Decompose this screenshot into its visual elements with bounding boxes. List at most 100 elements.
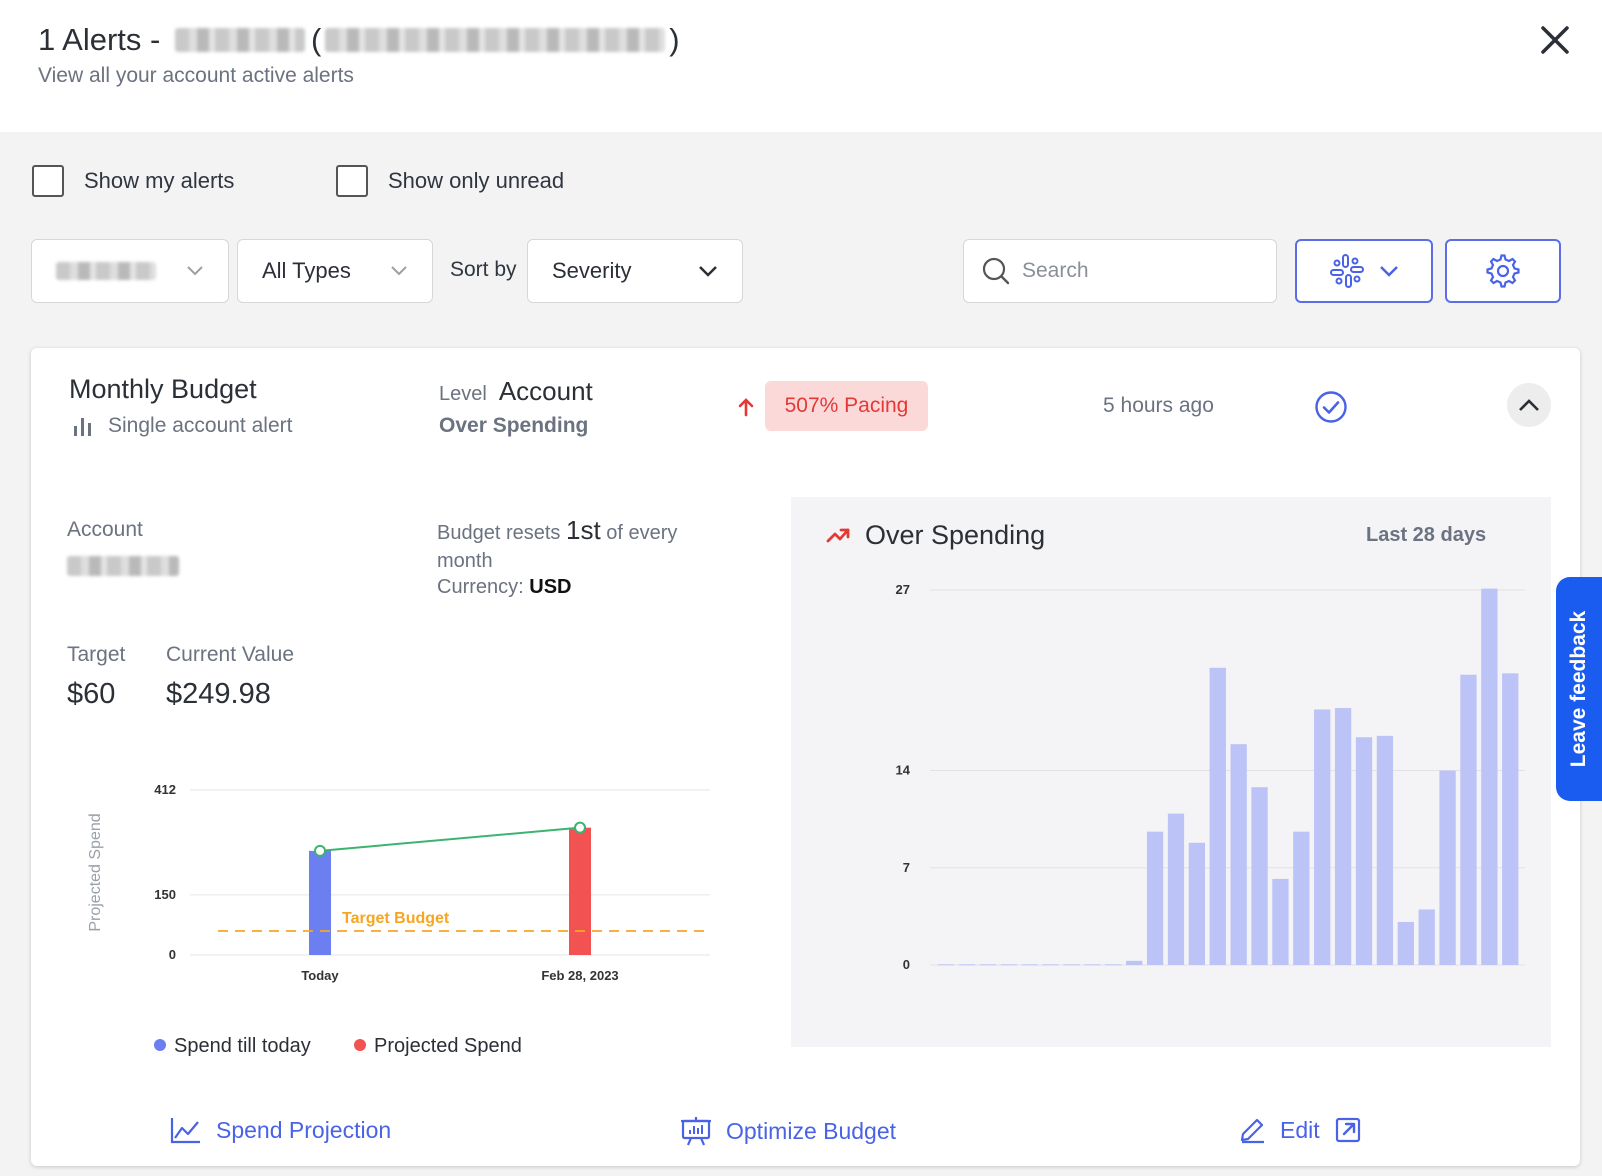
- bar: [1293, 831, 1310, 965]
- settings-button[interactable]: [1445, 239, 1561, 303]
- dialog-header: 1 Alerts - ( ) View all your account act…: [0, 0, 1602, 132]
- external-link-icon: [1335, 1117, 1360, 1143]
- y-tick-label: 412: [154, 782, 176, 797]
- over-spending-chart: 0 7 14 27: [896, 582, 1525, 972]
- close-icon: [1541, 26, 1569, 54]
- presentation-chart-icon: [681, 1117, 711, 1146]
- target-label: Target Budget: [342, 910, 450, 927]
- sort-select[interactable]: Severity: [527, 239, 743, 303]
- bar: [1084, 964, 1101, 966]
- sort-by-label: Sort by: [450, 258, 517, 281]
- bar: [1126, 960, 1143, 965]
- leave-feedback-label: Leave feedback: [1567, 610, 1590, 768]
- alert-scope: Single account alert: [72, 414, 292, 438]
- bar: [938, 964, 955, 966]
- bar: [1063, 964, 1080, 966]
- bar: [1105, 964, 1122, 966]
- mark-read-icon[interactable]: [1314, 390, 1348, 424]
- alert-time-ago: 5 hours ago: [1103, 394, 1214, 417]
- bar: [1167, 813, 1185, 965]
- y-tick-label: 7: [903, 860, 910, 875]
- redacted-account-name: [174, 28, 305, 52]
- optimize-budget-button[interactable]: Optimize Budget: [680, 1116, 896, 1146]
- budget-resets-day: 1st: [565, 515, 601, 545]
- currency: Currency: USD: [437, 576, 572, 599]
- legend-label: Projected Spend: [374, 1035, 522, 1057]
- title-paren-open: (: [310, 22, 322, 57]
- y-tick-label: 14: [896, 763, 911, 778]
- currency-label: Currency:: [437, 576, 524, 598]
- alert-name: Monthly Budget: [69, 374, 257, 404]
- legend-swatch: [354, 1039, 366, 1051]
- line-chart-icon: [170, 1118, 200, 1144]
- x-tick-label: Feb 28, 2023: [541, 968, 618, 983]
- bar: [1042, 964, 1059, 966]
- pencil-icon: [1240, 1118, 1264, 1144]
- projection-line: [319, 826, 581, 852]
- x-tick-label: Today: [301, 968, 339, 983]
- currency-value: USD: [529, 576, 572, 598]
- y-tick-label: 0: [903, 957, 910, 972]
- projection-chart: 0 150 412 Projected Spend Target Budget Today…: [87, 782, 710, 1057]
- search-box[interactable]: [963, 239, 1277, 303]
- chevron-down-icon: [1380, 265, 1398, 277]
- bar: [958, 964, 976, 966]
- sort-select-value: Severity: [552, 258, 632, 283]
- bar: [1460, 674, 1477, 965]
- bar: [1272, 878, 1289, 965]
- checkbox-box[interactable]: [336, 165, 368, 197]
- trending-up-icon: [826, 528, 850, 543]
- projection-point: [314, 844, 326, 857]
- show-only-unread-label: Show only unread: [388, 168, 565, 193]
- level-label: Level: [439, 383, 487, 405]
- types-select-value: All Types: [262, 258, 351, 283]
- types-select[interactable]: All Types: [237, 239, 433, 303]
- optimize-budget-label: Optimize Budget: [726, 1117, 897, 1144]
- bar: [1355, 737, 1373, 965]
- show-my-alerts-checkbox[interactable]: Show my alerts: [32, 165, 234, 197]
- account-select[interactable]: [31, 239, 229, 303]
- y-tick-label: 150: [154, 887, 176, 902]
- redacted-account-id: [325, 28, 666, 52]
- collapse-button[interactable]: [1507, 383, 1551, 427]
- y-tick-label: 0: [169, 947, 176, 962]
- dialog-title: 1 Alerts - ( ): [38, 22, 680, 58]
- alert-level: Level Account: [439, 376, 593, 407]
- search-icon: [982, 257, 1010, 285]
- over-spending-title: Over Spending: [865, 520, 1046, 550]
- bar: [1000, 964, 1017, 966]
- checkbox-box[interactable]: [32, 165, 64, 197]
- bar: [1334, 708, 1352, 965]
- leave-feedback-button[interactable]: Leave feedback: [1556, 577, 1602, 801]
- slack-dropdown-button[interactable]: [1295, 239, 1433, 303]
- bar: [1251, 787, 1268, 965]
- chevron-up-icon: [1519, 399, 1539, 411]
- bar: [1146, 831, 1164, 965]
- budget-resets: Budget resets 1st of every month: [437, 516, 727, 575]
- arrow-up-icon: [738, 398, 754, 417]
- show-only-unread-checkbox[interactable]: Show only unread: [336, 165, 564, 197]
- bar: [1502, 673, 1519, 965]
- bar: [1021, 964, 1038, 966]
- spend-projection-label: Spend Projection: [216, 1116, 392, 1143]
- close-button[interactable]: [1535, 20, 1575, 60]
- legend-label: Spend till today: [174, 1035, 311, 1057]
- search-input[interactable]: [1022, 259, 1262, 283]
- bar: [1439, 770, 1456, 965]
- bar: [1230, 744, 1247, 965]
- chevron-down-icon: [391, 266, 407, 276]
- budget-resets-suffix: of every: [606, 522, 678, 544]
- redacted-account-select-value: [56, 262, 156, 280]
- bar: [1209, 667, 1226, 965]
- edit-label: Edit: [1280, 1116, 1320, 1143]
- redacted-account-value: [67, 556, 179, 576]
- edit-button[interactable]: Edit: [1238, 1116, 1362, 1144]
- target-value: $60: [67, 678, 116, 710]
- show-my-alerts-label: Show my alerts: [84, 168, 235, 193]
- bar: [569, 827, 591, 955]
- bar: [1314, 709, 1331, 965]
- spend-projection-button[interactable]: Spend Projection: [170, 1116, 391, 1144]
- bar: [309, 850, 331, 955]
- bar: [1481, 588, 1498, 965]
- current-value-label: Current Value: [166, 643, 295, 666]
